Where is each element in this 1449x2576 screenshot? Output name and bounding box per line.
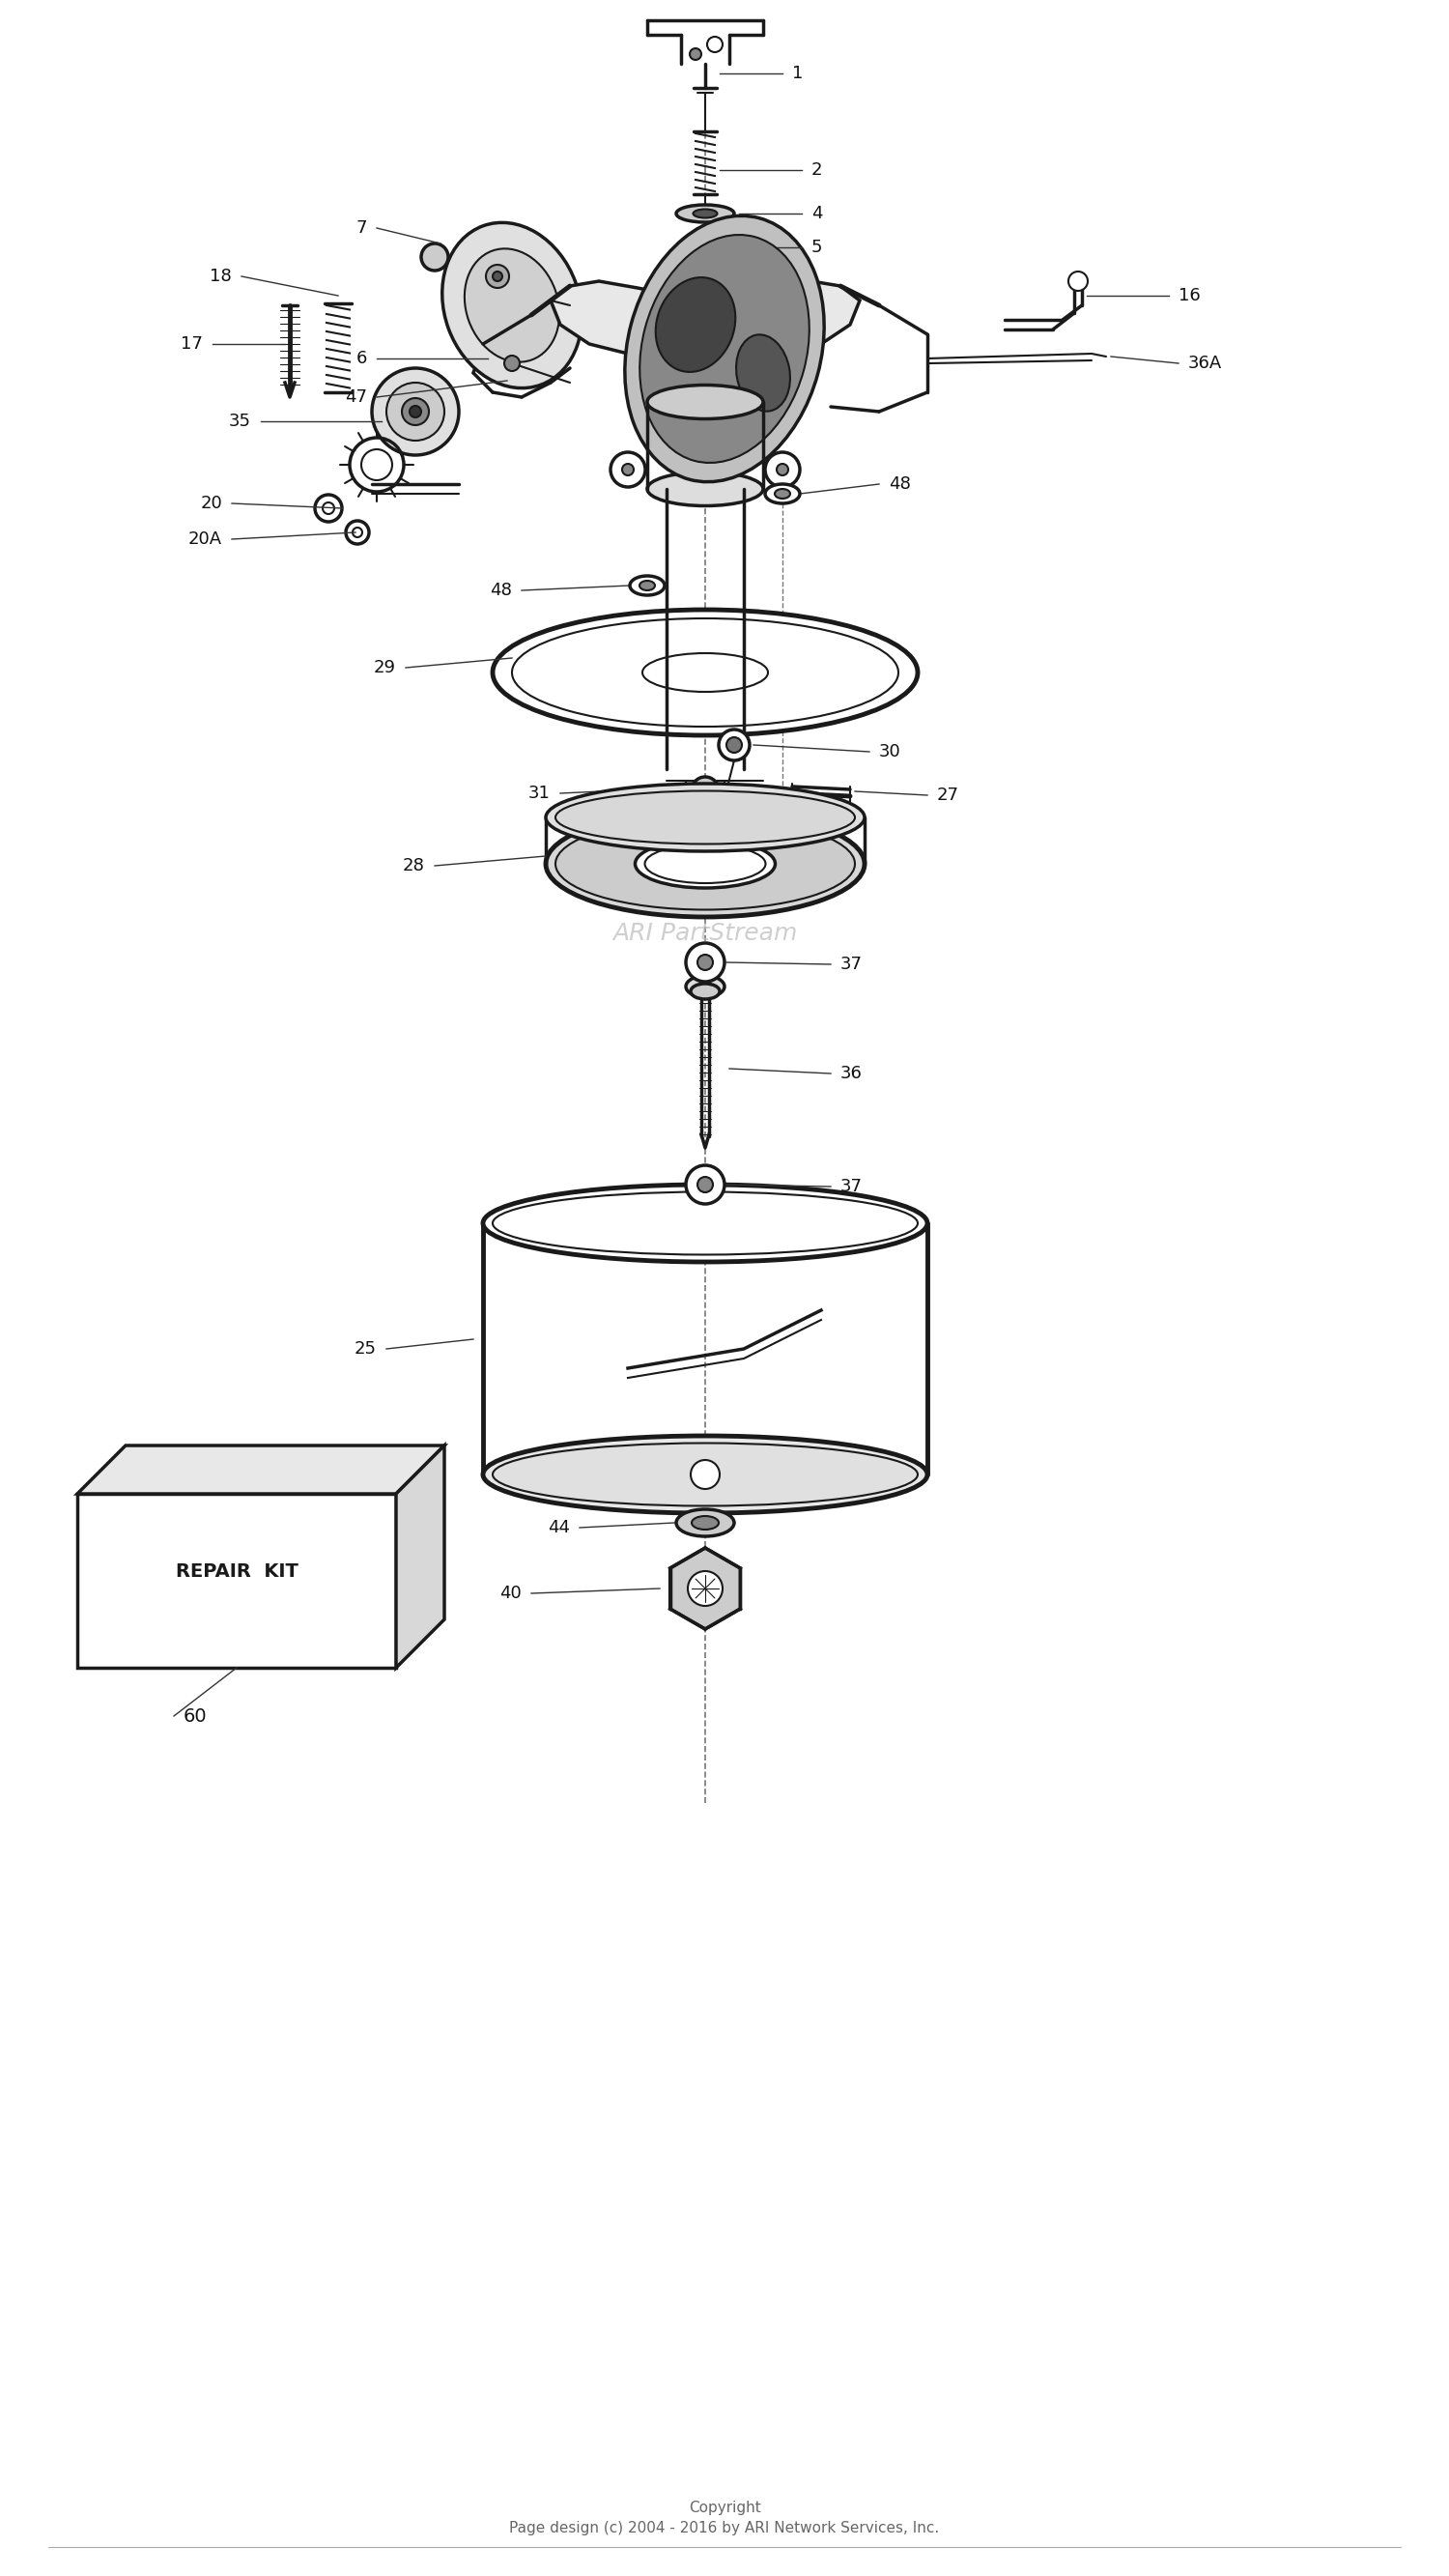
- Text: 7: 7: [356, 219, 367, 237]
- Circle shape: [691, 1461, 720, 1489]
- Circle shape: [726, 737, 742, 752]
- Ellipse shape: [630, 577, 665, 595]
- Circle shape: [685, 943, 724, 981]
- Text: 36A: 36A: [1188, 355, 1222, 371]
- Text: 48: 48: [888, 477, 911, 492]
- Text: 29: 29: [374, 659, 396, 677]
- Ellipse shape: [655, 278, 736, 371]
- Text: ARI PartStream: ARI PartStream: [613, 922, 797, 945]
- Ellipse shape: [736, 335, 790, 412]
- Ellipse shape: [691, 984, 720, 999]
- Ellipse shape: [691, 1517, 719, 1530]
- Ellipse shape: [493, 1443, 917, 1507]
- Text: 1: 1: [793, 64, 803, 82]
- Text: 20: 20: [200, 495, 222, 513]
- Ellipse shape: [442, 222, 582, 389]
- Circle shape: [697, 240, 714, 255]
- Text: 25: 25: [355, 1340, 377, 1358]
- Text: 18: 18: [210, 268, 232, 286]
- Circle shape: [765, 453, 800, 487]
- Ellipse shape: [642, 654, 768, 693]
- Circle shape: [724, 788, 743, 809]
- Bar: [77, 1494, 396, 1667]
- Circle shape: [346, 520, 369, 544]
- Text: Copyright
Page design (c) 2004 - 2016 by ARI Network Services, Inc.: Copyright Page design (c) 2004 - 2016 by…: [510, 2501, 939, 2535]
- Ellipse shape: [648, 384, 764, 420]
- Text: 47: 47: [345, 389, 367, 407]
- Ellipse shape: [639, 234, 810, 464]
- Text: 37: 37: [840, 1177, 862, 1195]
- Ellipse shape: [625, 216, 824, 482]
- Ellipse shape: [555, 791, 855, 845]
- Ellipse shape: [765, 484, 800, 502]
- Circle shape: [504, 355, 520, 371]
- Ellipse shape: [677, 1510, 735, 1535]
- Circle shape: [667, 788, 685, 809]
- Circle shape: [314, 495, 342, 523]
- Ellipse shape: [648, 471, 764, 505]
- Circle shape: [401, 399, 429, 425]
- Text: 36: 36: [840, 1064, 862, 1082]
- Ellipse shape: [493, 1193, 917, 1255]
- Circle shape: [410, 407, 422, 417]
- Ellipse shape: [546, 811, 865, 917]
- Circle shape: [777, 464, 788, 477]
- Circle shape: [493, 270, 503, 281]
- Ellipse shape: [635, 840, 775, 889]
- Polygon shape: [551, 281, 859, 353]
- Text: 31: 31: [529, 786, 551, 801]
- Text: 16: 16: [1178, 286, 1200, 304]
- Ellipse shape: [677, 206, 735, 222]
- Circle shape: [1068, 270, 1088, 291]
- Text: 27: 27: [938, 786, 959, 804]
- Circle shape: [719, 729, 749, 760]
- Text: 2: 2: [811, 162, 823, 178]
- Ellipse shape: [639, 580, 655, 590]
- Circle shape: [372, 368, 459, 456]
- Ellipse shape: [693, 209, 717, 219]
- Text: 20A: 20A: [188, 531, 222, 549]
- Circle shape: [688, 1571, 723, 1605]
- Polygon shape: [77, 1445, 445, 1494]
- Polygon shape: [669, 1548, 740, 1628]
- Text: 4: 4: [811, 206, 823, 222]
- Circle shape: [691, 778, 719, 804]
- Text: 60: 60: [184, 1708, 207, 1726]
- Circle shape: [697, 1177, 713, 1193]
- Text: 5: 5: [811, 240, 823, 255]
- Ellipse shape: [483, 1185, 927, 1262]
- Text: REPAIR  KIT: REPAIR KIT: [175, 1561, 298, 1579]
- Ellipse shape: [483, 1435, 927, 1512]
- Text: 48: 48: [490, 582, 511, 600]
- Text: 17: 17: [181, 335, 203, 353]
- Ellipse shape: [465, 250, 559, 363]
- Circle shape: [422, 245, 448, 270]
- Text: 35: 35: [229, 412, 251, 430]
- Polygon shape: [396, 1445, 445, 1667]
- Text: 37: 37: [840, 956, 862, 974]
- Circle shape: [697, 956, 713, 971]
- Circle shape: [387, 384, 445, 440]
- Ellipse shape: [546, 783, 865, 850]
- Circle shape: [688, 229, 723, 265]
- Text: 30: 30: [880, 742, 901, 760]
- Circle shape: [690, 49, 701, 59]
- Ellipse shape: [555, 819, 855, 909]
- Text: 44: 44: [548, 1520, 569, 1535]
- Ellipse shape: [493, 611, 917, 734]
- Circle shape: [622, 464, 633, 477]
- Ellipse shape: [775, 489, 790, 500]
- Circle shape: [610, 453, 645, 487]
- Ellipse shape: [685, 976, 724, 997]
- Circle shape: [485, 265, 509, 289]
- Ellipse shape: [645, 845, 765, 884]
- Circle shape: [685, 1164, 724, 1203]
- Text: 40: 40: [500, 1584, 522, 1602]
- Circle shape: [429, 252, 440, 263]
- Text: 6: 6: [356, 350, 367, 368]
- Ellipse shape: [511, 618, 898, 726]
- Text: 28: 28: [403, 858, 425, 873]
